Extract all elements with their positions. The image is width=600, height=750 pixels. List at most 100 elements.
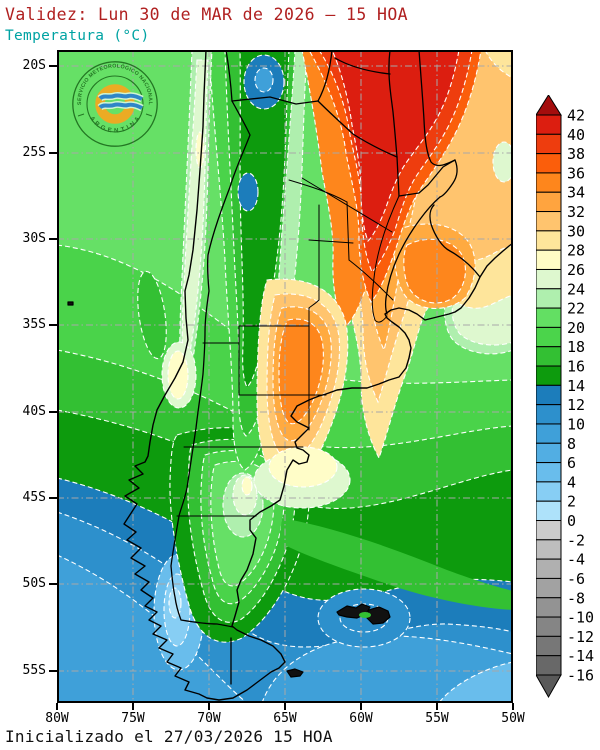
- province-borders: [176, 177, 400, 517]
- lon-tick: [360, 703, 362, 710]
- colorbar-cell: [536, 230, 562, 251]
- colorbar-cell: [536, 326, 562, 348]
- temperature-map: SERVICIO METEOROLÓGICO NACIONAL A R G E …: [57, 50, 513, 703]
- colorbar-tick-label: 40: [567, 126, 585, 144]
- colorbar-cell: [536, 616, 562, 637]
- colorbar-cell: [536, 114, 562, 135]
- colorbar-cell: [536, 307, 562, 328]
- lon-label: 65W: [273, 711, 297, 726]
- colorbar-tick-label: 26: [567, 261, 585, 279]
- colorbar-cell: [536, 268, 562, 290]
- colorbar-cell: [536, 153, 562, 174]
- colorbar-cell: [536, 423, 562, 444]
- lon-label: 50W: [501, 711, 525, 726]
- colorbar-tick-label: -2: [567, 531, 585, 549]
- colorbar-cell: [536, 539, 562, 560]
- geography-lines: [67, 50, 513, 701]
- lat-tick: [49, 497, 57, 499]
- lat-label: 25S: [22, 145, 46, 160]
- colorbar-tick-label: -10: [567, 609, 594, 627]
- colorbar-tick-label: 34: [567, 184, 585, 202]
- lon-tick: [56, 703, 58, 710]
- colorbar-tick-label: 24: [567, 280, 585, 298]
- colorbar-cell: [536, 442, 562, 464]
- colorbar-tick-label: 22: [567, 300, 585, 318]
- lat-label: 40S: [22, 404, 46, 419]
- colorbar-cell: [536, 172, 562, 193]
- lat-tick: [49, 238, 57, 240]
- colorbar-tick-label: 4: [567, 473, 576, 491]
- lon-tick: [284, 703, 286, 710]
- lon-label: 60W: [349, 711, 373, 726]
- lon-tick: [132, 703, 134, 710]
- lat-label: 55S: [22, 663, 46, 678]
- colorbar-over-arrow: [536, 95, 562, 116]
- colorbar-tick-label: 14: [567, 377, 585, 395]
- islands: [67, 301, 391, 678]
- lat-label: 20S: [22, 58, 46, 73]
- colorbar-tick-label: -4: [567, 551, 585, 569]
- colorbar-tick-label: -8: [567, 589, 585, 607]
- lon-label: 70W: [197, 711, 221, 726]
- colorbar-tick-label: 8: [567, 435, 576, 453]
- lon-tick: [512, 703, 514, 710]
- variable-subtitle: Temperatura (°C): [5, 28, 150, 44]
- colorbar-tick-label: 18: [567, 338, 585, 356]
- colorbar-tick-label: 38: [567, 145, 585, 163]
- lat-tick: [49, 65, 57, 67]
- colorbar-tick-label: 28: [567, 242, 585, 260]
- colorbar-tick-label: 16: [567, 358, 585, 376]
- colorbar-tick-label: 10: [567, 415, 585, 433]
- colorbar-tick-label: -12: [567, 628, 594, 646]
- isla-de-los-estados: [286, 668, 304, 678]
- colorbar-tick-label: -14: [567, 647, 594, 665]
- colorbar-tick-label: 0: [567, 512, 576, 530]
- colorbar-cell: [536, 133, 562, 155]
- islas-malvinas-east: [366, 606, 391, 625]
- colorbar-under-arrow: [536, 674, 562, 699]
- lon-label: 75W: [121, 711, 145, 726]
- border-north: [231, 50, 481, 315]
- colorbar-cell: [536, 635, 562, 657]
- colorbar-tick-label: 42: [567, 107, 585, 125]
- lat-tick: [49, 152, 57, 154]
- colorbar-cell: [536, 558, 562, 579]
- lat-label: 50S: [22, 576, 46, 591]
- initialized-footer: Inicializado el 27/03/2026 15 HOA: [5, 727, 333, 746]
- colorbar-cell: [536, 384, 562, 406]
- colorbar-cell: [536, 346, 562, 367]
- border-chile-argentina: [170, 50, 251, 628]
- lat-tick: [49, 324, 57, 326]
- lat-tick: [49, 411, 57, 413]
- colorbar-tick-label: 32: [567, 203, 585, 221]
- colorbar-tick-label: 2: [567, 493, 576, 511]
- coastline: [123, 50, 513, 701]
- logo-waves: [97, 91, 144, 112]
- colorbar-cell: [536, 655, 562, 676]
- colorbar-cell: [536, 365, 562, 386]
- lat-tick: [49, 670, 57, 672]
- colorbar-cell: [536, 404, 562, 425]
- juan-fernandez: [67, 301, 74, 306]
- lat-label: 45S: [22, 490, 46, 505]
- lon-label: 80W: [45, 711, 69, 726]
- lat-label: 30S: [22, 231, 46, 246]
- lon-tick: [436, 703, 438, 710]
- colorbar-cell: [536, 211, 562, 232]
- validity-title: Validez: Lun 30 de MAR de 2026 — 15 HOA: [5, 5, 409, 24]
- map-frame: [57, 50, 513, 703]
- colorbar-cell: [536, 500, 562, 522]
- colorbar-cell: [536, 191, 562, 213]
- lon-tick: [208, 703, 210, 710]
- colorbar-tick-label: -16: [567, 666, 594, 684]
- colorbar-tick-label: 12: [567, 396, 585, 414]
- colorbar-tick-label: 30: [567, 222, 585, 240]
- colorbar-tick-label: 36: [567, 164, 585, 182]
- colorbar-cell: [536, 462, 562, 483]
- colorbar-cell: [536, 577, 562, 599]
- colorbar-tick-label: 20: [567, 319, 585, 337]
- temperature-colorbar: 424038363432302826242220181614121086420-…: [536, 95, 594, 699]
- colorbar-cell: [536, 249, 562, 270]
- lon-label: 55W: [425, 711, 449, 726]
